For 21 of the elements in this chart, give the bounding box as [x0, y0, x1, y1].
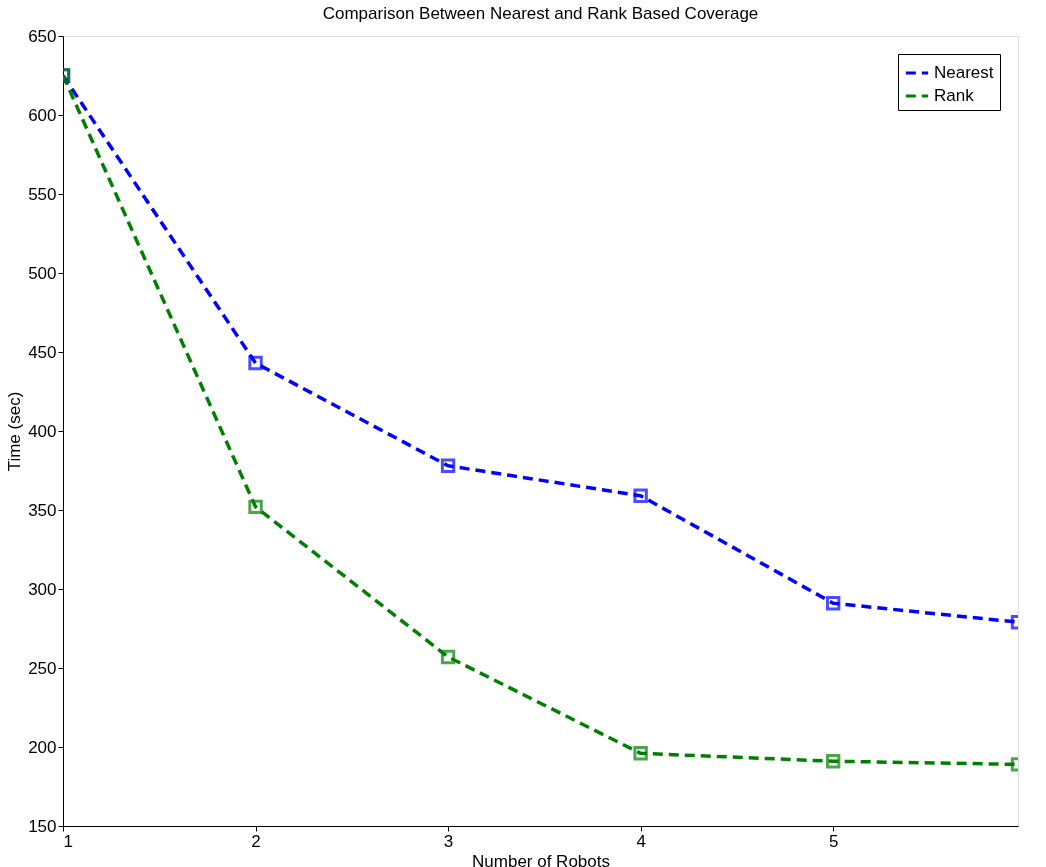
y-tick-label: 250 [28, 658, 57, 678]
x-tick-label: 4 [636, 831, 646, 851]
chart-title: Comparison Between Nearest and Rank Based Coverage [322, 4, 759, 23]
x-axis-title: Number of Robots [472, 851, 610, 867]
x-tick-label: 5 [828, 831, 839, 851]
x-tick-label: 2 [251, 831, 261, 851]
y-tick-label: 400 [28, 421, 57, 441]
legend-label: Rank [934, 86, 975, 105]
legend-label: Nearest [934, 63, 994, 82]
y-tick-label: 500 [28, 263, 57, 283]
y-tick-label: 200 [28, 737, 57, 757]
x-tick-label: 1 [63, 831, 73, 851]
y-tick-label: 650 [28, 26, 57, 46]
y-tick-label: 450 [28, 342, 57, 362]
y-tick-label: 300 [28, 579, 57, 599]
y-tick-label: 350 [28, 500, 57, 520]
y-tick-label: 600 [28, 105, 57, 125]
y-tick-label: 550 [28, 184, 57, 204]
y-tick-label: 150 [28, 816, 57, 836]
y-axis-title: Time (sec) [5, 391, 25, 472]
x-tick-label: 3 [443, 831, 454, 851]
